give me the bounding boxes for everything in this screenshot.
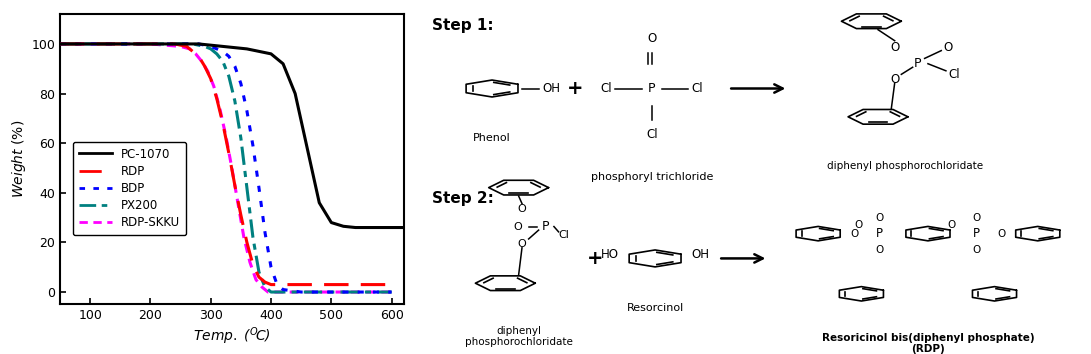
- Text: OH: OH: [692, 248, 709, 261]
- Y-axis label: $\it{Weight}$ (%): $\it{Weight}$ (%): [11, 120, 28, 199]
- Text: OH: OH: [542, 82, 560, 95]
- Text: diphenyl
phosphorochloridate: diphenyl phosphorochloridate: [465, 325, 573, 347]
- Text: +: +: [587, 249, 603, 268]
- Text: Cl: Cl: [559, 230, 570, 240]
- Text: Step 2:: Step 2:: [432, 191, 494, 206]
- Text: O: O: [854, 220, 862, 230]
- Legend: PC-1070, RDP, BDP, PX200, RDP-SKKU: PC-1070, RDP, BDP, PX200, RDP-SKKU: [73, 142, 187, 235]
- Text: O: O: [944, 41, 952, 54]
- Text: Cl: Cl: [948, 68, 960, 81]
- Text: O: O: [647, 33, 657, 45]
- Text: O: O: [890, 73, 899, 86]
- Text: HO: HO: [600, 248, 619, 261]
- Text: P: P: [914, 57, 922, 70]
- Text: P: P: [648, 82, 656, 95]
- Text: O: O: [997, 229, 1005, 239]
- Text: Cl: Cl: [646, 128, 658, 141]
- Text: O: O: [972, 245, 981, 255]
- Text: phosphoryl trichloride: phosphoryl trichloride: [590, 172, 712, 182]
- Text: O: O: [851, 229, 859, 239]
- X-axis label: $\it{Temp.}$ ($^O\!C$): $\it{Temp.}$ ($^O\!C$): [193, 325, 271, 347]
- Text: O: O: [517, 204, 526, 214]
- Text: P: P: [541, 220, 549, 233]
- Text: Step 1:: Step 1:: [432, 18, 494, 33]
- Text: +: +: [567, 79, 584, 98]
- Text: O: O: [972, 213, 981, 223]
- Text: O: O: [875, 213, 884, 223]
- Text: O: O: [517, 239, 526, 249]
- Text: O: O: [875, 245, 884, 255]
- Text: Resorcinol: Resorcinol: [626, 303, 684, 313]
- Text: O: O: [947, 220, 956, 230]
- Text: Resoricinol bis(diphenyl phosphate)
(RDP): Resoricinol bis(diphenyl phosphate) (RDP…: [822, 332, 1034, 354]
- Text: O: O: [513, 222, 521, 232]
- Text: Cl: Cl: [600, 82, 612, 95]
- Text: P: P: [876, 227, 883, 240]
- Text: P: P: [973, 227, 980, 240]
- Text: Phenol: Phenol: [473, 133, 511, 143]
- Text: O: O: [890, 41, 899, 54]
- Text: diphenyl phosphorochloridate: diphenyl phosphorochloridate: [827, 161, 983, 171]
- Text: Cl: Cl: [692, 82, 704, 95]
